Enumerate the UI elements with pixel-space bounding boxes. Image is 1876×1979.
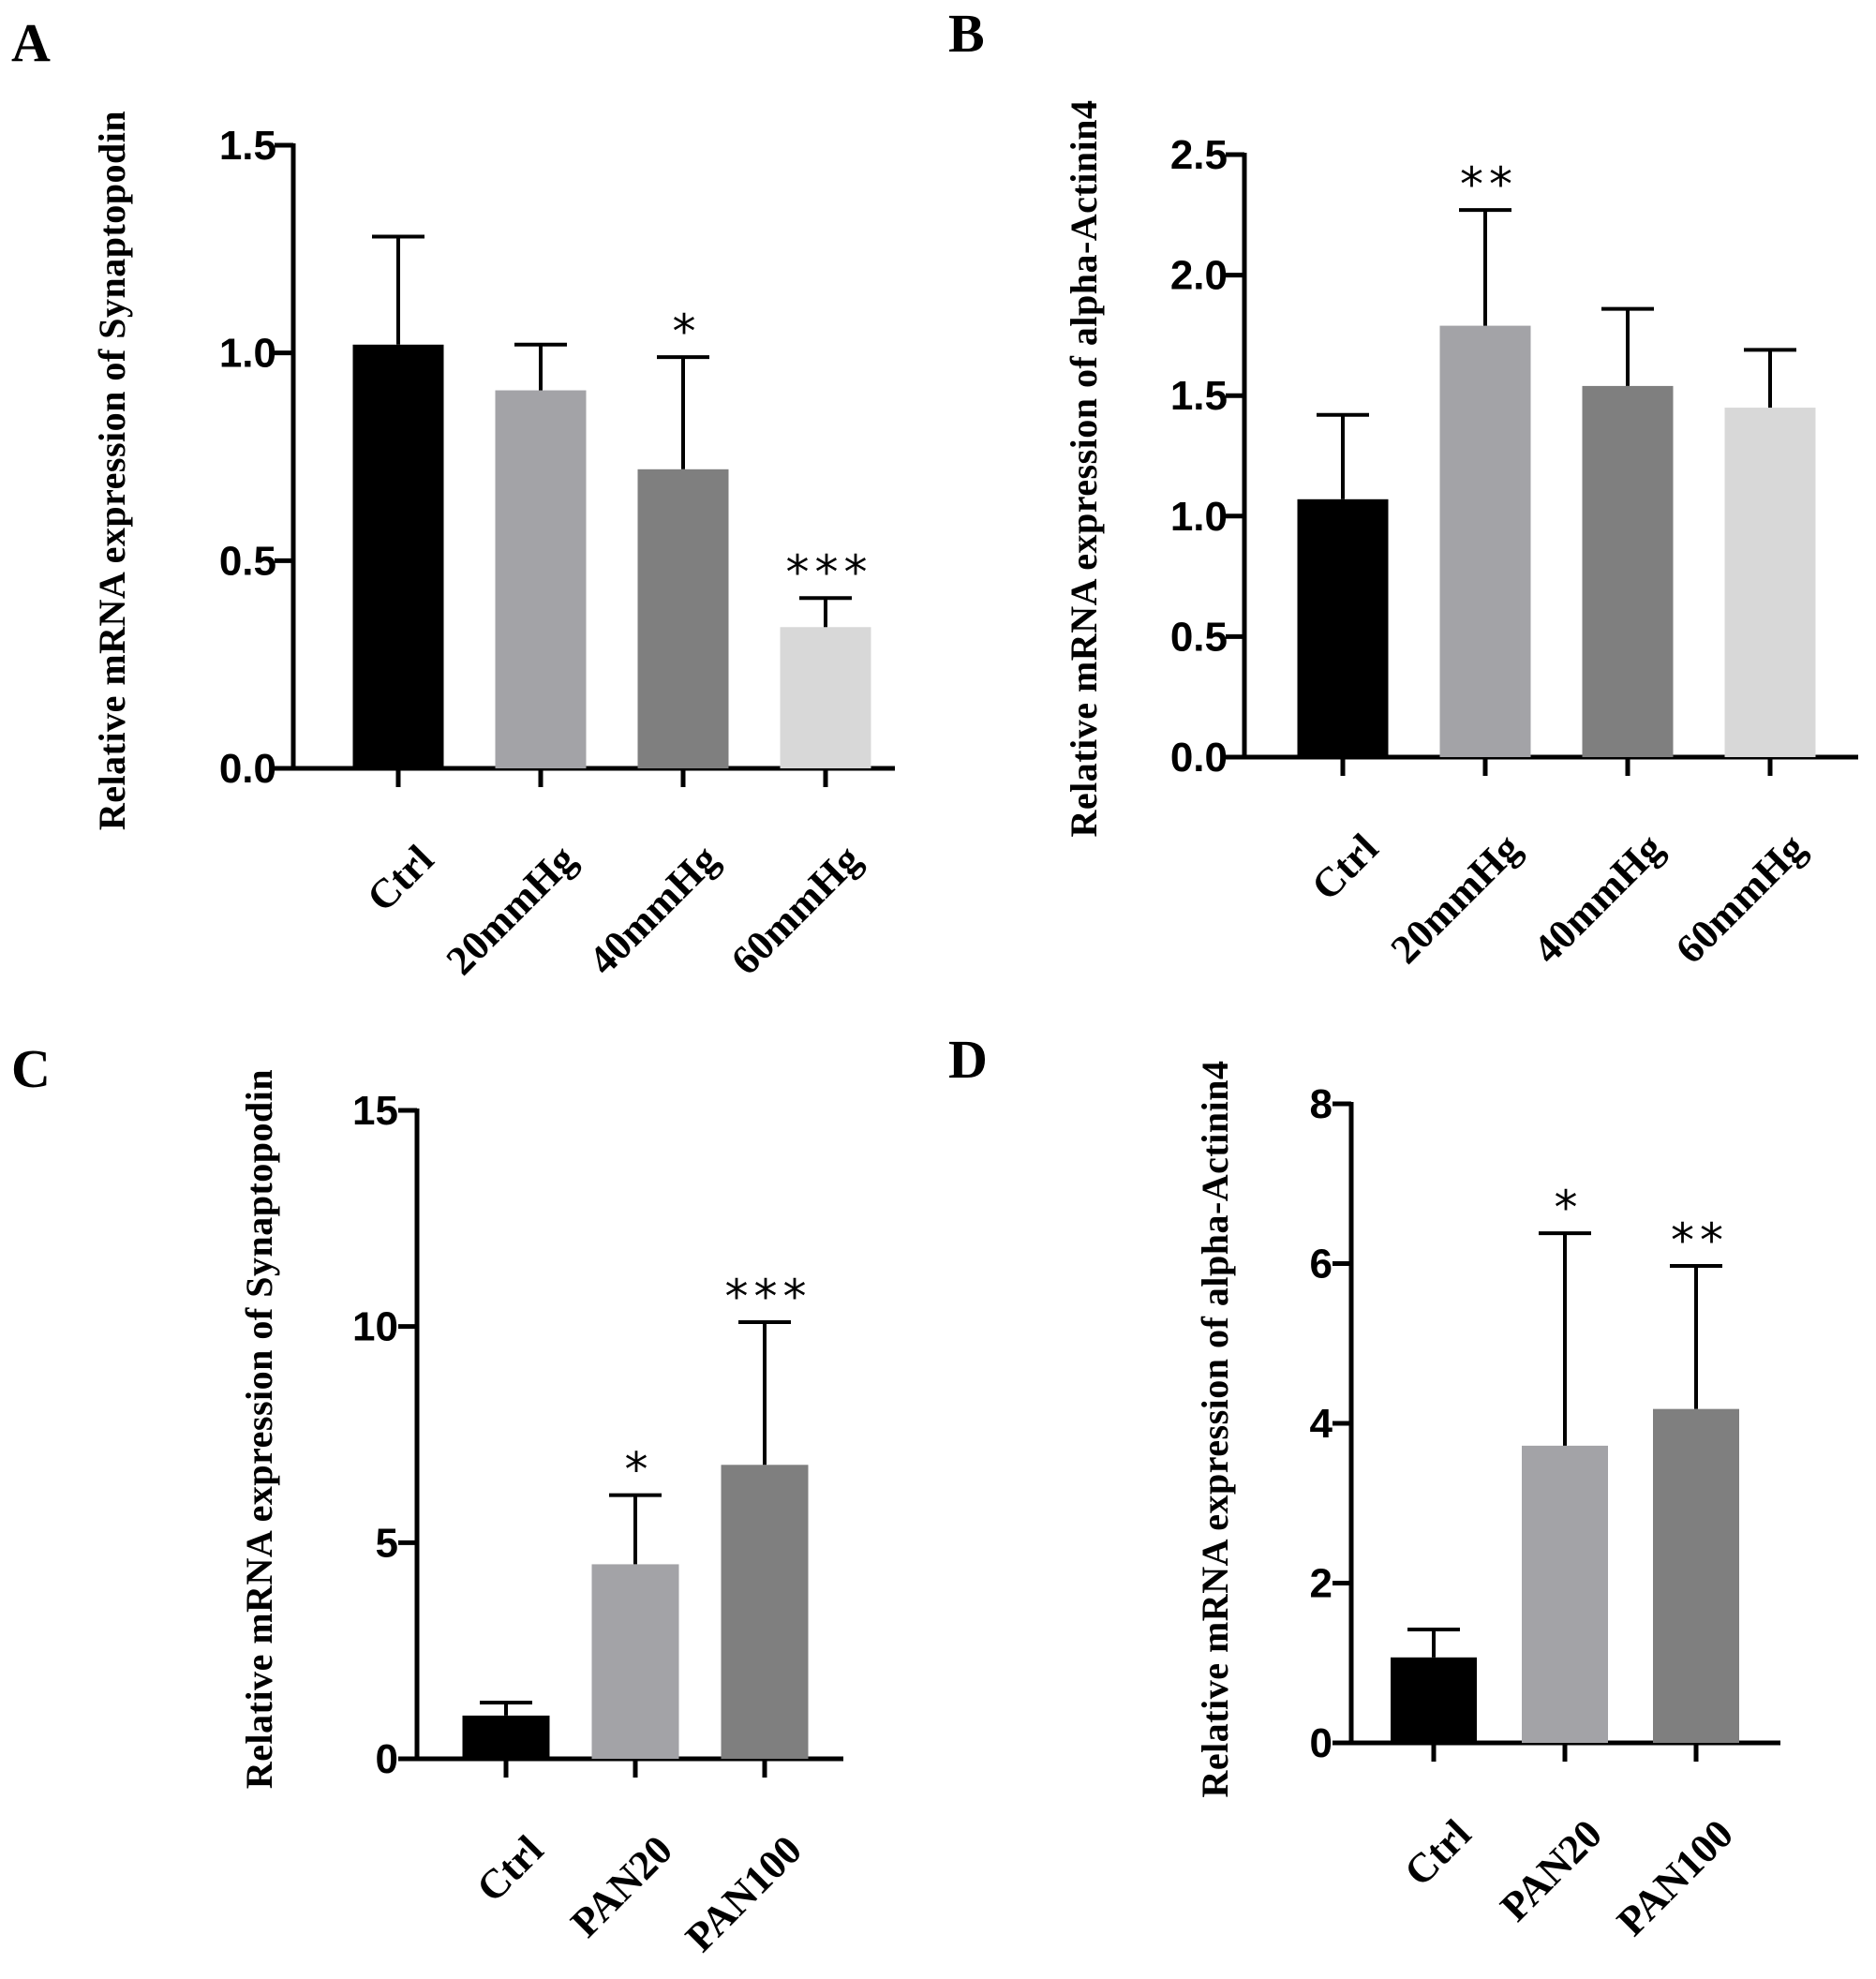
panel-a-bar bbox=[352, 344, 444, 768]
panel-d: D Relative mRNA expression of alpha-Acti… bbox=[948, 1029, 1780, 1944]
panel-b-bar bbox=[1724, 408, 1816, 757]
panel-d-y-tick-label: 2 bbox=[1310, 1561, 1333, 1607]
panel-a-bar bbox=[780, 627, 871, 768]
panel-d-y-tick-label: 6 bbox=[1310, 1242, 1333, 1287]
panel-c-significance-label: * bbox=[625, 1443, 654, 1497]
panel-b-y-tick-label: 0.5 bbox=[1170, 614, 1228, 660]
panel-b-y-tick-label: 2.5 bbox=[1170, 132, 1228, 178]
panel-d-significance-label: ** bbox=[1671, 1213, 1729, 1268]
panel-d-bar bbox=[1653, 1408, 1739, 1743]
panel-d-y-tick-label: 0 bbox=[1310, 1720, 1333, 1766]
panel-a-significance-label: *** bbox=[786, 545, 873, 600]
panel-d-bar bbox=[1391, 1657, 1477, 1743]
panel-a-y-axis-label: Relative mRNA expression of Synaptopodin bbox=[91, 111, 133, 830]
panel-c-bar bbox=[462, 1715, 550, 1759]
panel-a-bar bbox=[637, 469, 729, 768]
panel-d-letter: D bbox=[948, 1029, 988, 1090]
panel-b-y-tick-label: 2.0 bbox=[1170, 253, 1228, 299]
panel-a-y-tick-label: 0.0 bbox=[219, 746, 276, 792]
panel-b-x-tick-label: Ctrl bbox=[1303, 825, 1387, 909]
panel-d-x-tick-label: PAN100 bbox=[1608, 1810, 1742, 1944]
panel-c-x-tick-label: Ctrl bbox=[468, 1826, 552, 1911]
panel-b-bar bbox=[1439, 325, 1531, 757]
panel-c-y-tick-label: 10 bbox=[352, 1304, 398, 1350]
panel-b-x-tick-label: 40mmHg bbox=[1525, 825, 1672, 972]
panel-c-y-tick-label: 5 bbox=[376, 1520, 398, 1566]
panel-d-significance-label: * bbox=[1555, 1181, 1584, 1235]
panel-d-y-tick-label: 4 bbox=[1310, 1401, 1333, 1447]
panel-c-y-tick-label: 15 bbox=[352, 1088, 398, 1134]
panel-c-bar bbox=[591, 1564, 679, 1759]
panel-c-x-tick-label: PAN100 bbox=[677, 1826, 811, 1960]
panel-b-bar bbox=[1297, 498, 1389, 757]
panel-d-y-tick-label: 8 bbox=[1310, 1081, 1333, 1127]
panel-d-x-tick-label: Ctrl bbox=[1395, 1810, 1480, 1895]
panel-a-y-tick-label: 0.5 bbox=[219, 538, 276, 584]
panel-a-bar bbox=[495, 390, 587, 768]
panel-b-significance-label: ** bbox=[1460, 157, 1518, 212]
panel-c-y-axis-label: Relative mRNA expression of Synaptopodin bbox=[238, 1069, 280, 1789]
panel-d-bar bbox=[1522, 1445, 1608, 1743]
panel-b-x-tick-label: 60mmHg bbox=[1667, 825, 1814, 972]
panel-b-letter: B bbox=[948, 3, 985, 64]
panel-b-x-tick-label: 20mmHg bbox=[1382, 825, 1529, 972]
panel-d-x-tick-label: PAN20 bbox=[1492, 1810, 1611, 1929]
panel-a-significance-label: * bbox=[673, 305, 702, 359]
panel-a-letter: A bbox=[11, 12, 51, 73]
panel-c: C Relative mRNA expression of Synaptopod… bbox=[11, 1038, 843, 1960]
panel-a-x-tick-label: 20mmHg bbox=[438, 836, 585, 983]
panel-c-x-tick-label: PAN20 bbox=[562, 1826, 681, 1945]
panel-b-y-axis-label: Relative mRNA expression of alpha-Actini… bbox=[1063, 100, 1105, 838]
panel-b-y-tick-label: 1.0 bbox=[1170, 494, 1228, 540]
panel-a: A Relative mRNA expression of Synaptopod… bbox=[11, 12, 895, 984]
panel-c-y-tick-label: 0 bbox=[376, 1736, 398, 1782]
panel-c-bar bbox=[721, 1465, 809, 1759]
panel-b-y-tick-label: 0.0 bbox=[1170, 735, 1228, 781]
panel-b-y-tick-label: 1.5 bbox=[1170, 373, 1228, 419]
panel-a-x-tick-label: 40mmHg bbox=[580, 836, 727, 983]
panel-d-y-axis-label: Relative mRNA expression of alpha-Actini… bbox=[1194, 1061, 1236, 1798]
panel-c-significance-label: *** bbox=[725, 1270, 812, 1324]
panel-a-x-tick-label: 60mmHg bbox=[722, 836, 870, 983]
panel-a-x-tick-label: Ctrl bbox=[358, 836, 442, 920]
panel-b-bar bbox=[1582, 385, 1674, 757]
panel-a-y-tick-label: 1.5 bbox=[219, 123, 276, 169]
panel-b: B Relative mRNA expression of alpha-Acti… bbox=[948, 3, 1858, 973]
panel-c-letter: C bbox=[11, 1038, 51, 1099]
panel-a-y-tick-label: 1.0 bbox=[219, 331, 276, 377]
